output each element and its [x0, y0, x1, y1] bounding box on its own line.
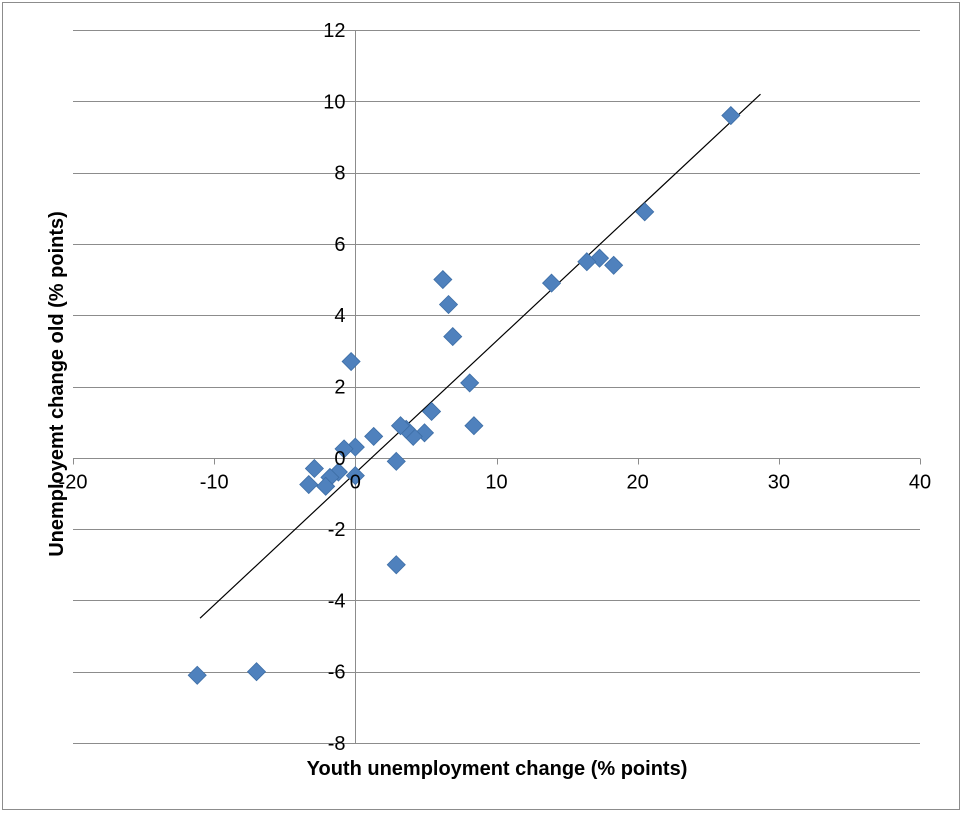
y-tick-label: -2: [328, 519, 346, 541]
data-point: [299, 474, 319, 495]
y-tick-label: 10: [323, 91, 345, 113]
data-point: [187, 665, 207, 685]
data-point: [577, 252, 597, 272]
data-point: [460, 373, 480, 393]
data-point: [304, 458, 324, 479]
data-point: [386, 451, 406, 471]
axes: [73, 30, 921, 744]
data-point: [246, 662, 267, 682]
x-tick-label: 0: [350, 472, 361, 494]
data-point: [635, 202, 655, 222]
trendline: [199, 93, 761, 619]
y-tick-label: -4: [328, 590, 346, 612]
y-tick-label: 2: [334, 377, 345, 399]
data-point: [390, 416, 411, 436]
data-point: [541, 273, 562, 293]
data-point: [721, 105, 741, 126]
y-tick-label: 4: [334, 305, 345, 327]
y-tick-label: 8: [334, 163, 345, 185]
x-tick-label: -10: [200, 472, 229, 494]
data-point: [345, 466, 365, 486]
data-point: [604, 255, 624, 275]
x-tick-label: -20: [59, 472, 88, 494]
data-point: [433, 269, 453, 290]
grid-lines: [73, 30, 920, 744]
data-point: [464, 416, 484, 436]
y-tick-label: -8: [328, 733, 346, 755]
data-point: [421, 401, 442, 422]
data-point: [443, 327, 463, 347]
data-point: [386, 555, 406, 575]
y-tick-label: 6: [334, 234, 345, 256]
data-point: [364, 426, 384, 446]
data-point: [341, 351, 361, 372]
x-tick-label: 20: [627, 472, 649, 494]
data-point: [438, 294, 459, 315]
x-axis-title: Youth unemployment change (% points): [307, 758, 688, 780]
data-points: [187, 105, 741, 685]
y-axis-title: Unemployemt change old (% points): [46, 211, 68, 557]
x-tick-label: 30: [768, 472, 790, 494]
data-point: [316, 476, 336, 496]
y-tick-label: 0: [334, 448, 345, 470]
trendline-layer: [199, 93, 761, 619]
x-tick-label: 10: [485, 472, 507, 494]
y-tick-label: 12: [323, 20, 345, 42]
x-tick-label: 40: [909, 472, 931, 494]
y-tick-label: -6: [328, 662, 346, 684]
data-point: [334, 439, 354, 459]
